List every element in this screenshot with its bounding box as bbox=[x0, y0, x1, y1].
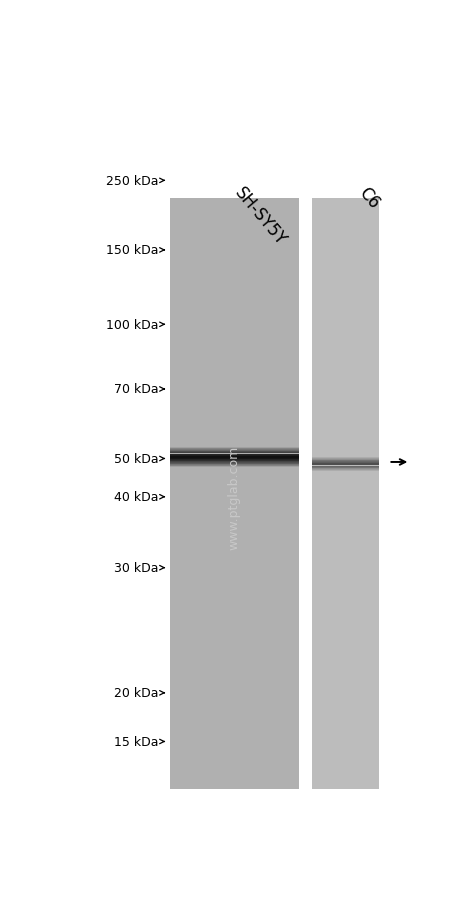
Text: 15 kDa: 15 kDa bbox=[114, 735, 159, 748]
Text: 70 kDa: 70 kDa bbox=[114, 383, 159, 396]
Text: 100 kDa: 100 kDa bbox=[106, 318, 159, 331]
Text: 50 kDa: 50 kDa bbox=[114, 453, 159, 465]
Bar bbox=[170, 198, 299, 789]
Text: 20 kDa: 20 kDa bbox=[114, 686, 159, 700]
Text: www.ptglab.com: www.ptglab.com bbox=[227, 445, 240, 549]
Text: 30 kDa: 30 kDa bbox=[114, 562, 159, 575]
Text: 150 kDa: 150 kDa bbox=[106, 244, 159, 257]
Bar bbox=[312, 198, 379, 789]
Text: C6: C6 bbox=[355, 183, 383, 212]
Text: 40 kDa: 40 kDa bbox=[114, 491, 159, 503]
Text: SH-SY5Y: SH-SY5Y bbox=[231, 183, 290, 249]
Text: 250 kDa: 250 kDa bbox=[106, 175, 159, 188]
